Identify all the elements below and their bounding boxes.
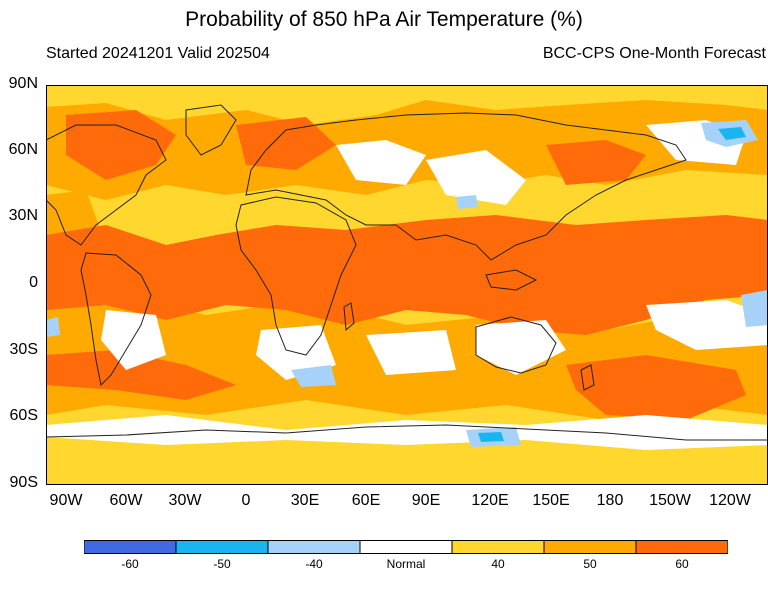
- colorbar-label-40: 40: [491, 557, 505, 571]
- madagascar-outline: [343, 302, 355, 332]
- lon-label-150e: 150E: [532, 492, 570, 509]
- lon-label-30w: 30W: [168, 492, 202, 509]
- colorbar-swatch-60: [635, 540, 728, 554]
- normal-regions: [46, 120, 768, 450]
- colorbar-label-60: 60: [675, 557, 689, 571]
- forecast-dates: Started 20241201 Valid 202504: [46, 45, 270, 62]
- lon-label-0: 0: [241, 492, 251, 509]
- greenland-outline: [185, 104, 237, 156]
- lat-label-30n: 30N: [8, 207, 38, 224]
- colorbar-label-normal: Normal: [386, 557, 426, 571]
- lon-label-60e: 60E: [351, 492, 381, 509]
- below-normal-regions: [46, 120, 768, 447]
- lat-label-60s: 60S: [9, 407, 38, 424]
- new-zealand-outline: [580, 364, 595, 391]
- colorbar: [84, 540, 728, 554]
- probability-60-regions: [46, 110, 768, 420]
- lat-label-equator: 0: [29, 274, 38, 291]
- lat-label-90n: 90N: [8, 75, 38, 92]
- colorbar-label-50: 50: [583, 557, 597, 571]
- colorbar-swatch-normal: [359, 540, 453, 554]
- colorbar-swatch-minus50: [175, 540, 269, 554]
- probability-map: [46, 85, 768, 485]
- lon-label-90e: 90E: [411, 492, 441, 509]
- lon-label-120e: 120E: [471, 492, 509, 509]
- north-america-outline: [46, 124, 167, 246]
- lon-label-150w: 150W: [649, 492, 691, 509]
- antarctica-outline: [46, 424, 768, 441]
- map-title: Probability of 850 hPa Air Temperature (…: [185, 8, 583, 31]
- lat-label-30s: 30S: [9, 341, 38, 358]
- lon-label-30e: 30E: [290, 492, 320, 509]
- colorbar-label-minus50: -50: [213, 557, 231, 571]
- lon-label-90w: 90W: [49, 492, 83, 509]
- colorbar-label-minus60: -60: [121, 557, 139, 571]
- maritime-continent-outline: [485, 269, 538, 291]
- colorbar-label-minus40: -40: [305, 557, 323, 571]
- colorbar-swatch-minus40: [267, 540, 361, 554]
- lat-label-60n: 60N: [8, 141, 38, 158]
- south-america-outline: [80, 252, 152, 387]
- colorbar-swatch-minus60: [84, 540, 177, 554]
- forecast-source: BCC-CPS One-Month Forecast: [542, 45, 766, 62]
- lon-label-120w: 120W: [709, 492, 751, 509]
- australia-outline: [475, 316, 557, 374]
- colorbar-swatch-40: [451, 540, 545, 554]
- colorbar-swatch-50: [543, 540, 637, 554]
- eurasia-outline: [245, 112, 687, 261]
- lon-label-60w: 60W: [109, 492, 143, 509]
- lon-label-180: 180: [596, 492, 624, 509]
- lat-label-90s: 90S: [9, 474, 38, 491]
- africa-outline: [235, 196, 357, 356]
- coastlines: [46, 104, 768, 441]
